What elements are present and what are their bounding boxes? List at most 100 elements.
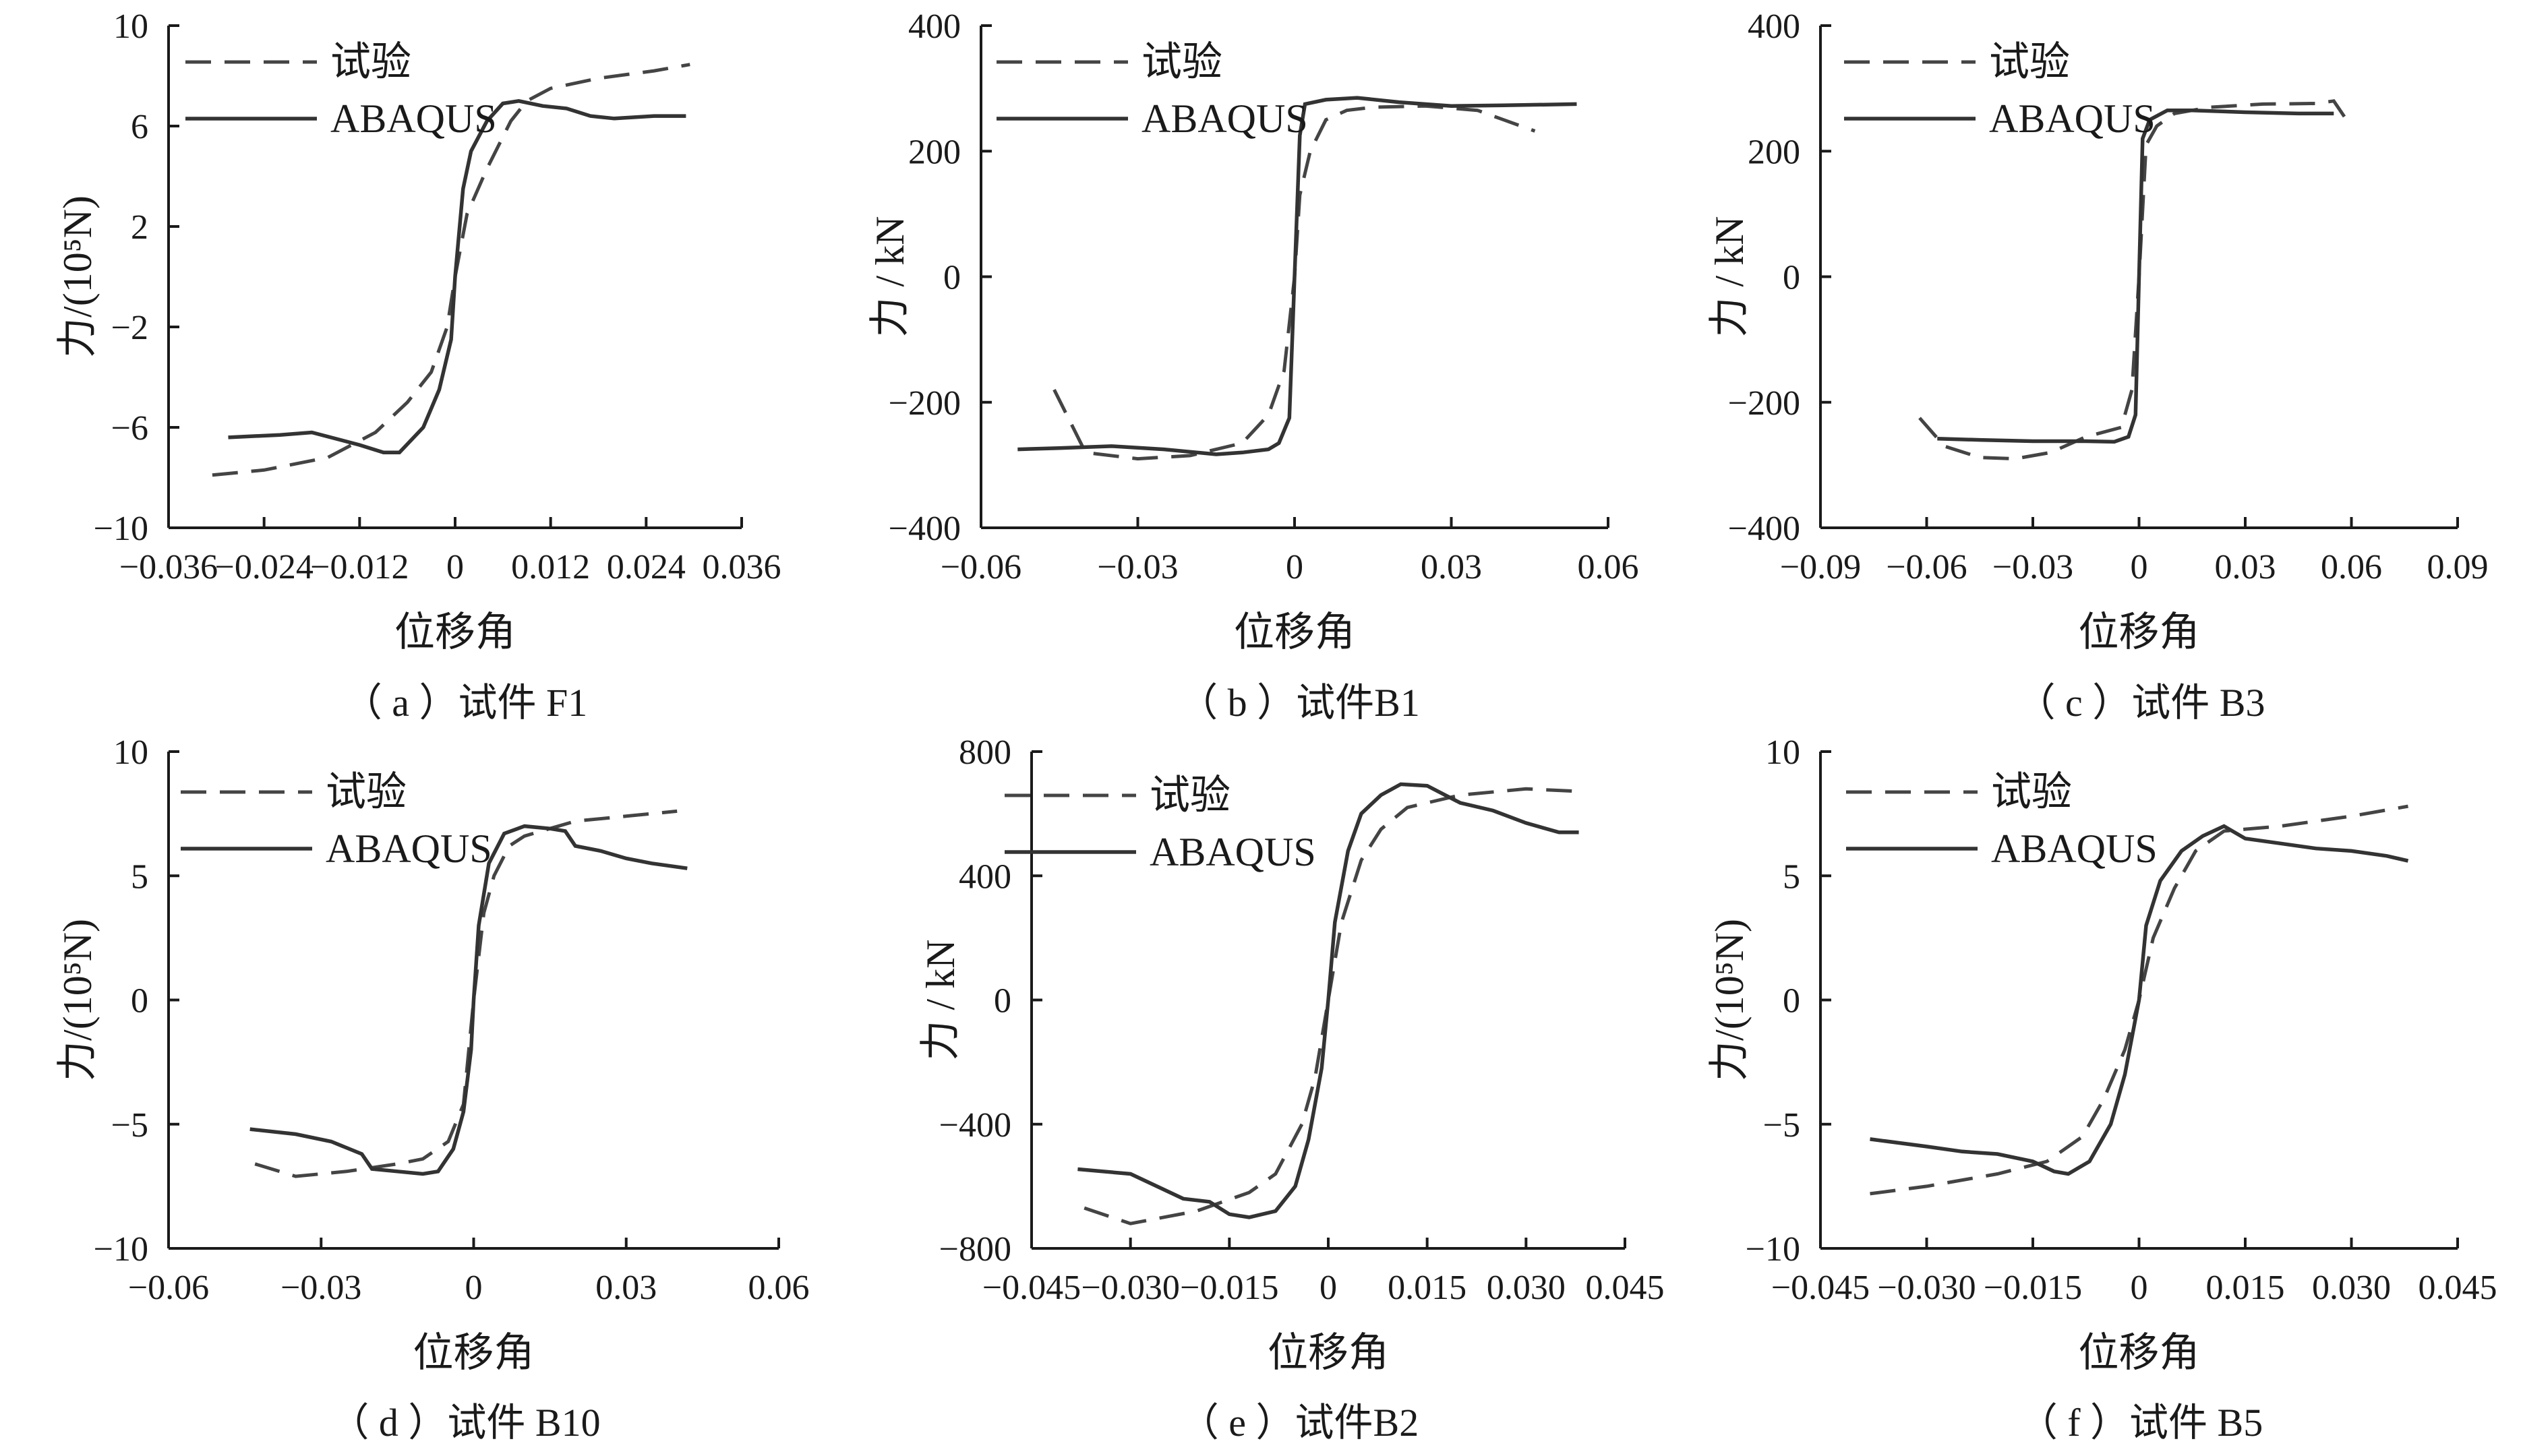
y-tick-label: 0 xyxy=(943,259,961,297)
y-tick-label: 400 xyxy=(908,7,961,46)
x-tick-label: −0.036 xyxy=(119,548,218,586)
panel-caption: （ c ）试件 B3 xyxy=(2017,681,2265,725)
legend-label: 试验 xyxy=(1989,40,2070,84)
series-line-abaqus xyxy=(1077,782,1579,1219)
x-tick-label: 0.09 xyxy=(2427,548,2489,586)
y-axis-title: 力/(10⁵N) xyxy=(1707,919,1752,1081)
y-tick-label: 10 xyxy=(113,733,148,772)
y-tick-label: −10 xyxy=(94,1230,148,1269)
legend-label: 试验 xyxy=(330,40,411,84)
y-tick-label: 5 xyxy=(1783,857,1800,896)
panel-caption: （ a ）试件 F1 xyxy=(343,681,588,725)
series-line-abaqus xyxy=(1937,108,2334,444)
chart-panel-1: −10 −6 −2 2 6 10 −0.036−0.024−0.012 0 0.012 0.024… xyxy=(55,7,781,725)
y-tick-label: −5 xyxy=(1763,1106,1800,1145)
series-line-abaqus xyxy=(1017,96,1577,456)
x-tick-label: 0.045 xyxy=(1586,1269,1665,1307)
x-axis-title: 位移角 xyxy=(394,610,516,655)
x-tick-label: −0.024 xyxy=(215,548,314,586)
legend-label: 试验 xyxy=(1991,770,2072,814)
x-tick-label: 0.015 xyxy=(1388,1269,1466,1307)
x-tick-label: −0.03 xyxy=(1992,548,2073,586)
x-tick-label: −0.03 xyxy=(280,1269,361,1307)
x-tick-label: 0.03 xyxy=(1421,548,1482,586)
legend-label: ABAQUS xyxy=(1991,826,2158,871)
x-tick-label: 0 xyxy=(446,548,464,586)
x-tick-label: 0 xyxy=(1286,548,1303,586)
series-line-abaqus xyxy=(249,824,688,1176)
x-tick-label: −0.012 xyxy=(310,548,409,586)
x-axis-title: 位移角 xyxy=(1268,1331,1389,1375)
series-line-abaqus xyxy=(228,99,686,455)
series-line-abaqus xyxy=(1870,824,2409,1176)
x-tick-label: 0.015 xyxy=(2206,1269,2285,1307)
series-line-test xyxy=(1918,99,2346,461)
x-tick-label: −0.030 xyxy=(1081,1269,1180,1307)
y-tick-label: 200 xyxy=(1748,133,1800,171)
x-axis-title: 位移角 xyxy=(1234,610,1355,655)
chart-panel-5: −800 −400 0 400 800 −0.045 −0.030 −0.015 0 0.015 0… xyxy=(918,733,1665,1445)
x-tick-label: 0 xyxy=(465,1269,483,1307)
y-tick-label: −800 xyxy=(939,1230,1011,1269)
x-tick-label: 0.030 xyxy=(1487,1269,1566,1307)
y-tick-label: 6 xyxy=(131,108,148,146)
y-tick-label: 400 xyxy=(1748,7,1800,46)
x-tick-label: 0 xyxy=(2131,1269,2148,1307)
x-tick-label: −0.09 xyxy=(1780,548,1861,586)
legend-label: ABAQUS xyxy=(1989,96,2156,141)
panel-caption: （ f ）试件 B5 xyxy=(2019,1401,2263,1445)
x-tick-label: −0.06 xyxy=(128,1269,209,1307)
x-tick-label: −0.045 xyxy=(1771,1269,1870,1307)
x-tick-label: 0.06 xyxy=(1578,548,1639,586)
y-tick-label: 10 xyxy=(1765,733,1800,772)
y-tick-label: −400 xyxy=(889,510,961,548)
chart-panel-2: −400 −200 0 200 400 −0.06 −0.03 0 0.03 0.06 力 / kN… xyxy=(868,7,1639,725)
y-tick-label: 2 xyxy=(131,208,148,247)
y-tick-label: 0 xyxy=(1783,982,1800,1021)
x-tick-label: 0.024 xyxy=(607,548,686,586)
y-tick-label: −10 xyxy=(94,510,148,548)
x-tick-label: 0.03 xyxy=(2215,548,2276,586)
x-tick-label: 0.012 xyxy=(511,548,590,586)
y-axis-title: 力/(10⁵N) xyxy=(55,919,100,1081)
y-tick-label: −400 xyxy=(939,1106,1011,1145)
legend-label: 试验 xyxy=(1141,40,1222,84)
x-tick-label: 0.03 xyxy=(595,1269,657,1307)
x-tick-label: 0.06 xyxy=(2321,548,2382,586)
y-tick-label: −200 xyxy=(1728,384,1800,423)
series-line-test xyxy=(212,63,690,477)
y-tick-label: 10 xyxy=(113,7,148,46)
y-axis-title: 力/(10⁵N) xyxy=(55,195,100,358)
legend-label: ABAQUS xyxy=(326,826,492,871)
y-tick-label: 0 xyxy=(131,982,148,1021)
y-tick-label: 200 xyxy=(908,133,961,171)
panel-caption: （ b ）试件B1 xyxy=(1179,681,1420,725)
x-tick-label: 0.045 xyxy=(2419,1269,2497,1307)
y-tick-label: −200 xyxy=(889,384,961,423)
y-tick-label: 5 xyxy=(131,857,148,896)
legend-label: 试验 xyxy=(1150,773,1230,818)
panel-caption: （ d ）试件 B10 xyxy=(330,1401,600,1445)
x-tick-label: 0 xyxy=(2131,548,2148,586)
y-tick-label: −10 xyxy=(1746,1230,1800,1269)
legend-label: ABAQUS xyxy=(1150,830,1316,874)
y-tick-label: −2 xyxy=(111,309,148,347)
y-axis-title: 力 / kN xyxy=(918,940,963,1061)
panel-caption: （ e ）试件B2 xyxy=(1180,1401,1419,1445)
y-tick-label: −400 xyxy=(1728,510,1800,548)
x-axis-title: 位移角 xyxy=(413,1331,535,1375)
x-tick-label: 0 xyxy=(1319,1269,1337,1307)
series-line-test xyxy=(1052,104,1536,461)
x-tick-label: −0.015 xyxy=(1984,1269,2082,1307)
y-tick-label: 800 xyxy=(959,733,1011,772)
y-tick-label: 0 xyxy=(994,982,1011,1021)
y-tick-label: 400 xyxy=(959,857,1011,896)
chart-panel-4: −10 −5 0 5 10 −0.06 −0.03 0 0.03 0.06 力/(10⁵N) 位移角 （… xyxy=(55,733,810,1445)
x-axis-title: 位移角 xyxy=(2079,1331,2200,1375)
x-axis-title: 位移角 xyxy=(2079,610,2200,655)
y-tick-label: −5 xyxy=(111,1106,148,1145)
legend-label: ABAQUS xyxy=(1141,96,1308,141)
x-tick-label: −0.015 xyxy=(1180,1269,1278,1307)
x-tick-label: −0.03 xyxy=(1097,548,1178,586)
